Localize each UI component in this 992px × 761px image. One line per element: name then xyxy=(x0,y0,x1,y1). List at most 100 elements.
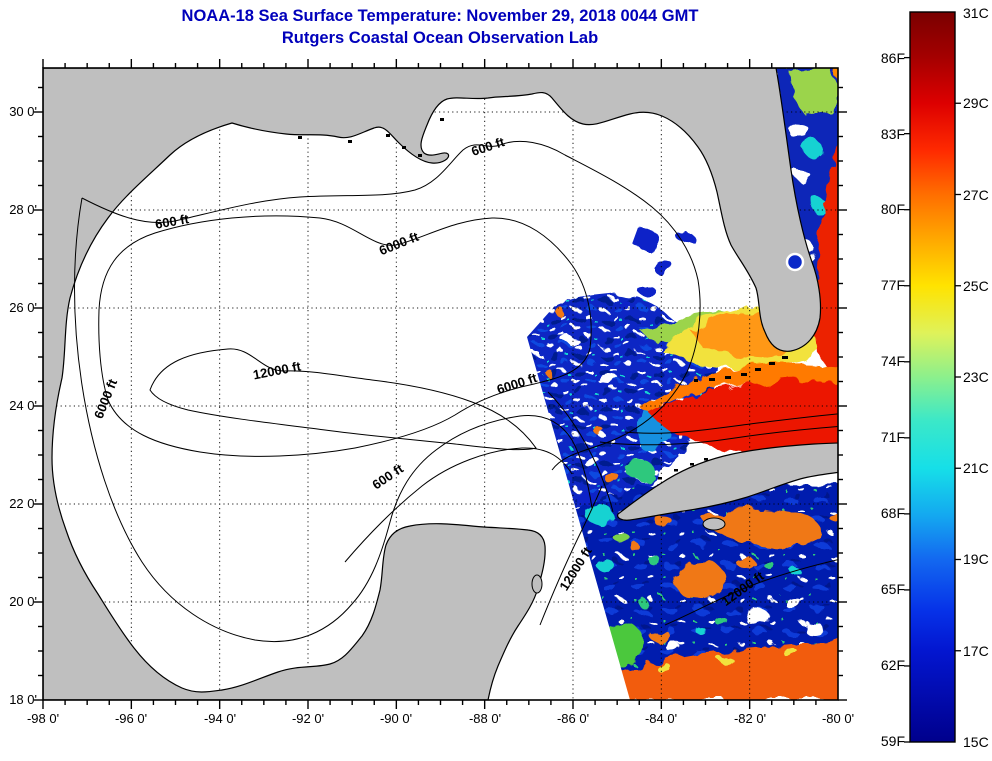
sst-yellow-fleck xyxy=(719,656,733,664)
lake-okeechobee xyxy=(785,252,805,272)
sst-orange-fleck xyxy=(650,629,670,643)
x-tick-label: -96 0' xyxy=(115,711,147,726)
celsius-label: 25C xyxy=(963,278,989,294)
contour-12000ft-cayman xyxy=(664,559,838,626)
sst-green-fleck xyxy=(616,535,632,545)
celsius-label: 29C xyxy=(963,95,989,111)
contour-12000ft-channel xyxy=(539,485,603,626)
sst-green-patch xyxy=(626,460,654,480)
fahrenheit-label: 83F xyxy=(881,126,905,142)
fahrenheit-label: 62F xyxy=(881,657,905,673)
fahrenheit-label: 74F xyxy=(881,353,905,369)
y-tick-label: 26 0' xyxy=(9,300,37,315)
x-tick-label: -94 0' xyxy=(204,711,236,726)
sst-cyan-fleck xyxy=(697,628,707,636)
x-axis-labels: -98 0' -96 0' -94 0' -92 0' -90 0' -88 0… xyxy=(27,711,854,726)
sst-green-fleck xyxy=(716,617,728,627)
figure-title-line1: NOAA-18 Sea Surface Temperature: Novembe… xyxy=(182,7,699,25)
sst-cloud-gap xyxy=(788,122,808,138)
sst-blue-patch xyxy=(630,228,658,248)
y-tick-label: 18 0' xyxy=(9,692,37,707)
x-tick-label: -84 0' xyxy=(645,711,677,726)
sst-orange-fleck xyxy=(830,512,838,524)
x-tick-label: -88 0' xyxy=(469,711,501,726)
sst-cyan-patch xyxy=(586,505,614,525)
contour-6000ft-straits xyxy=(624,413,838,434)
contour-600ft-campeche-inner xyxy=(344,447,573,563)
fahrenheit-label: 77F xyxy=(881,277,905,293)
colorbar-ticks xyxy=(904,56,961,743)
x-tick-label: -82 0' xyxy=(734,711,766,726)
x-tick-label: -80 0' xyxy=(822,711,854,726)
sst-cloud-gap xyxy=(802,621,822,633)
y-tick-label: 20 0' xyxy=(9,594,37,609)
sst-atlantic-green xyxy=(790,68,838,114)
celsius-label: 21C xyxy=(963,460,989,476)
fahrenheit-label: 68F xyxy=(881,505,905,521)
x-tick-label: -98 0' xyxy=(27,711,59,726)
bathymetry-contours xyxy=(74,140,838,643)
sst-blue-patch xyxy=(676,230,692,242)
celsius-label: 31C xyxy=(963,5,989,21)
sst-straits-red-patch xyxy=(650,379,838,453)
sst-cyan-patch xyxy=(810,198,826,212)
louisiana-marsh-specks xyxy=(298,118,444,157)
figure-title-line2: Rutgers Coastal Ocean Observation Lab xyxy=(282,29,598,47)
sst-straits-orange-band xyxy=(640,363,838,414)
fahrenheit-label: 86F xyxy=(881,50,905,66)
sst-blue-patch xyxy=(640,286,656,298)
land-cuba xyxy=(617,442,838,521)
x-tick-label: -90 0' xyxy=(380,711,412,726)
sst-gulfstream-red-strip xyxy=(814,120,838,390)
temperature-colorbar: 31C 29C 27C 25C 23C 21C 19C 17C 15C 86F … xyxy=(881,5,989,750)
florida-keys-islands xyxy=(694,356,788,382)
fahrenheit-label: 71F xyxy=(881,429,905,445)
y-tick-label: 30 0' xyxy=(9,104,37,119)
celsius-label: 23C xyxy=(963,369,989,385)
land-isla-juventud xyxy=(702,517,726,531)
sst-green-fleck xyxy=(765,562,775,570)
y-axis-labels: 30 0' 28 0' 26 0' 24 0' 22 0' 20 0' 18 0… xyxy=(9,104,37,707)
contour-6000ft-loop xyxy=(98,215,592,457)
x-tick-label: -86 0' xyxy=(557,711,589,726)
celsius-label: 15C xyxy=(963,734,989,750)
sst-cyan-patch xyxy=(804,142,824,158)
sst-orange-fleck xyxy=(604,473,620,483)
land-mainland-us-mexico-florida xyxy=(43,68,822,700)
colorbar-fahrenheit-labels: 86F 83F 80F 77F 74F 71F 68F 65F 62F 59F xyxy=(881,50,905,749)
sst-green-fleck xyxy=(648,555,660,565)
y-tick-label: 22 0' xyxy=(9,496,37,511)
y-tick-label: 28 0' xyxy=(9,202,37,217)
sst-yellow-fleck xyxy=(784,650,800,658)
sst-orange-fleck xyxy=(736,556,754,568)
cuba-north-cays xyxy=(658,458,708,480)
contour-600ft-west-south xyxy=(74,197,593,643)
colorbar-celsius-labels: 31C 29C 27C 25C 23C 21C 19C 17C 15C xyxy=(963,5,989,750)
sst-blue-patch xyxy=(620,301,632,311)
contour-600ft-north xyxy=(81,140,701,471)
celsius-label: 17C xyxy=(963,643,989,659)
fahrenheit-label: 65F xyxy=(881,581,905,597)
sst-cloud-gap xyxy=(795,169,809,181)
contour-label: 600 ft xyxy=(154,211,191,232)
sst-cloud-gap xyxy=(743,608,769,624)
sst-orange-fleck xyxy=(653,515,671,525)
contour-12000ft-loop xyxy=(149,348,537,451)
land-masses xyxy=(43,68,838,700)
contour-600ft-straits xyxy=(599,425,838,446)
sst-cloud-gap xyxy=(667,643,681,653)
sst-yellow-fleck xyxy=(656,664,672,672)
colorbar-gradient xyxy=(909,11,956,743)
sst-cuba-coast-orange xyxy=(700,509,822,546)
land-cozumel-island xyxy=(531,574,543,594)
sst-orange-fleck xyxy=(555,308,565,316)
fahrenheit-label: 80F xyxy=(881,201,905,217)
contour-6000ft-channel xyxy=(547,391,614,513)
gulf-of-mexico-map: 600 ft 600 ft 6000 ft 6000 ft 12000 ft 6… xyxy=(43,68,838,700)
celsius-label: 27C xyxy=(963,187,989,203)
sst-cloud-gap xyxy=(562,336,578,344)
sst-blue-patch xyxy=(652,258,672,274)
sst-atlantic-orange-top xyxy=(836,68,838,135)
